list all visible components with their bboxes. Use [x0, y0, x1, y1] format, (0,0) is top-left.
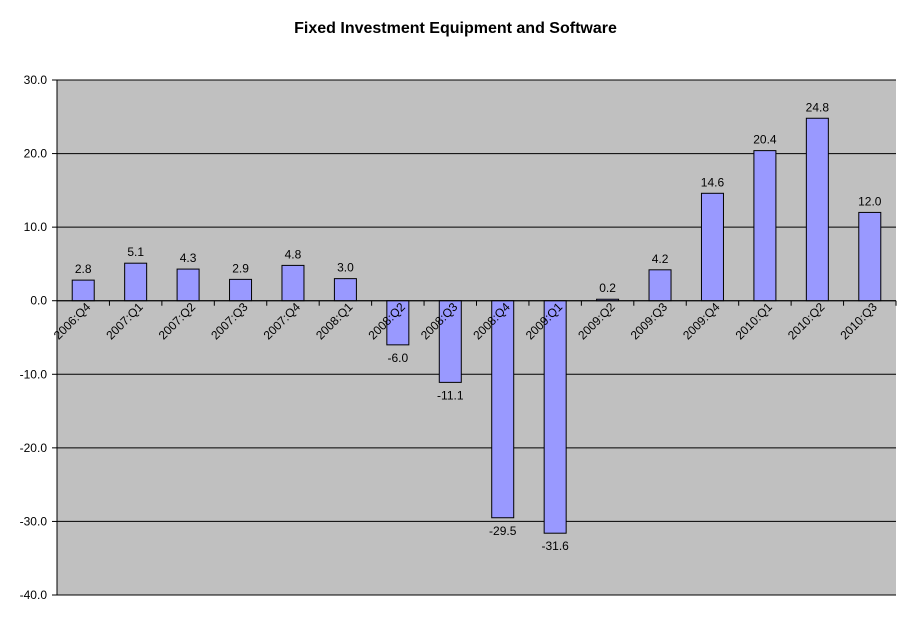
bars [71, 117, 882, 534]
bar-2007-q2 [176, 268, 200, 302]
data-label: 4.2 [652, 252, 669, 266]
y-tick-label: -10.0 [20, 367, 48, 381]
data-label: 0.2 [599, 281, 616, 295]
data-label: 3.0 [337, 261, 354, 275]
data-label: 2.8 [75, 262, 92, 276]
data-labels: 2.8 5.1 4.3 2.9 4.8 3.0 -6.0 -11.1 -29.5 -31.6 0.2… [75, 100, 882, 553]
data-label: -6.0 [388, 351, 409, 365]
bar-2008-q4 [491, 300, 515, 519]
data-label: 14.6 [701, 175, 725, 189]
data-label: 4.3 [180, 251, 197, 265]
data-label: 5.1 [127, 245, 144, 259]
bar-2010-q1 [753, 150, 777, 302]
bar-2006-q4 [71, 279, 95, 302]
y-tick-label: 10.0 [24, 220, 48, 234]
axes [56, 80, 897, 596]
bar-2009-q4 [700, 192, 724, 302]
data-label: -29.5 [489, 524, 517, 538]
data-label: 20.4 [753, 133, 777, 147]
bar-2009-q1 [543, 300, 567, 534]
chart-title: Fixed Investment Equipment and Software [294, 20, 617, 37]
y-tick-label: -20.0 [20, 441, 48, 455]
y-tick-label: 0.0 [30, 294, 47, 308]
data-label: 12.0 [858, 194, 882, 208]
bar-2010-q2 [805, 117, 829, 302]
data-label: 2.9 [232, 261, 249, 275]
data-label: 4.8 [285, 247, 302, 261]
y-tick-labels: 30.0 20.0 10.0 0.0 -10.0 -20.0 -30.0 -40.0 [20, 73, 48, 602]
bar-2007-q4 [281, 264, 305, 302]
y-tick-label: 30.0 [24, 73, 48, 87]
bar-2010-q3 [858, 211, 882, 302]
data-label: -11.1 [437, 388, 464, 402]
y-tick-label: -40.0 [20, 588, 48, 602]
bar-2007-q3 [229, 278, 253, 302]
data-label: -31.6 [541, 539, 569, 553]
data-label: 24.8 [806, 100, 830, 114]
bar-2008-q1 [333, 278, 357, 302]
y-tick-label: 20.0 [24, 147, 48, 161]
bar-2007-q1 [124, 262, 148, 302]
y-tick-label: -30.0 [20, 514, 48, 528]
bar-2009-q3 [648, 269, 672, 302]
